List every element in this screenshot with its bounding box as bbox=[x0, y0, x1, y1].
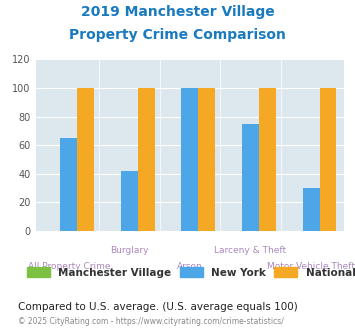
Bar bbox=[138, 88, 155, 231]
Text: Compared to U.S. average. (U.S. average equals 100): Compared to U.S. average. (U.S. average … bbox=[18, 302, 297, 312]
Text: All Property Crime: All Property Crime bbox=[28, 262, 110, 271]
Bar bbox=[302, 188, 320, 231]
Text: Larceny & Theft: Larceny & Theft bbox=[214, 246, 286, 255]
Text: 2019 Manchester Village: 2019 Manchester Village bbox=[81, 5, 274, 19]
Text: Arson: Arson bbox=[177, 262, 203, 271]
Bar bbox=[60, 138, 77, 231]
Bar bbox=[181, 88, 198, 231]
Bar bbox=[259, 88, 276, 231]
Text: Burglary: Burglary bbox=[110, 246, 149, 255]
Bar bbox=[198, 88, 215, 231]
Bar bbox=[320, 88, 337, 231]
Text: Property Crime Comparison: Property Crime Comparison bbox=[69, 28, 286, 42]
Text: © 2025 CityRating.com - https://www.cityrating.com/crime-statistics/: © 2025 CityRating.com - https://www.city… bbox=[18, 317, 284, 326]
Bar bbox=[242, 124, 259, 231]
Text: Motor Vehicle Theft: Motor Vehicle Theft bbox=[267, 262, 355, 271]
Bar bbox=[121, 171, 138, 231]
Bar bbox=[77, 88, 94, 231]
Legend: Manchester Village, New York, National: Manchester Village, New York, National bbox=[23, 263, 355, 282]
